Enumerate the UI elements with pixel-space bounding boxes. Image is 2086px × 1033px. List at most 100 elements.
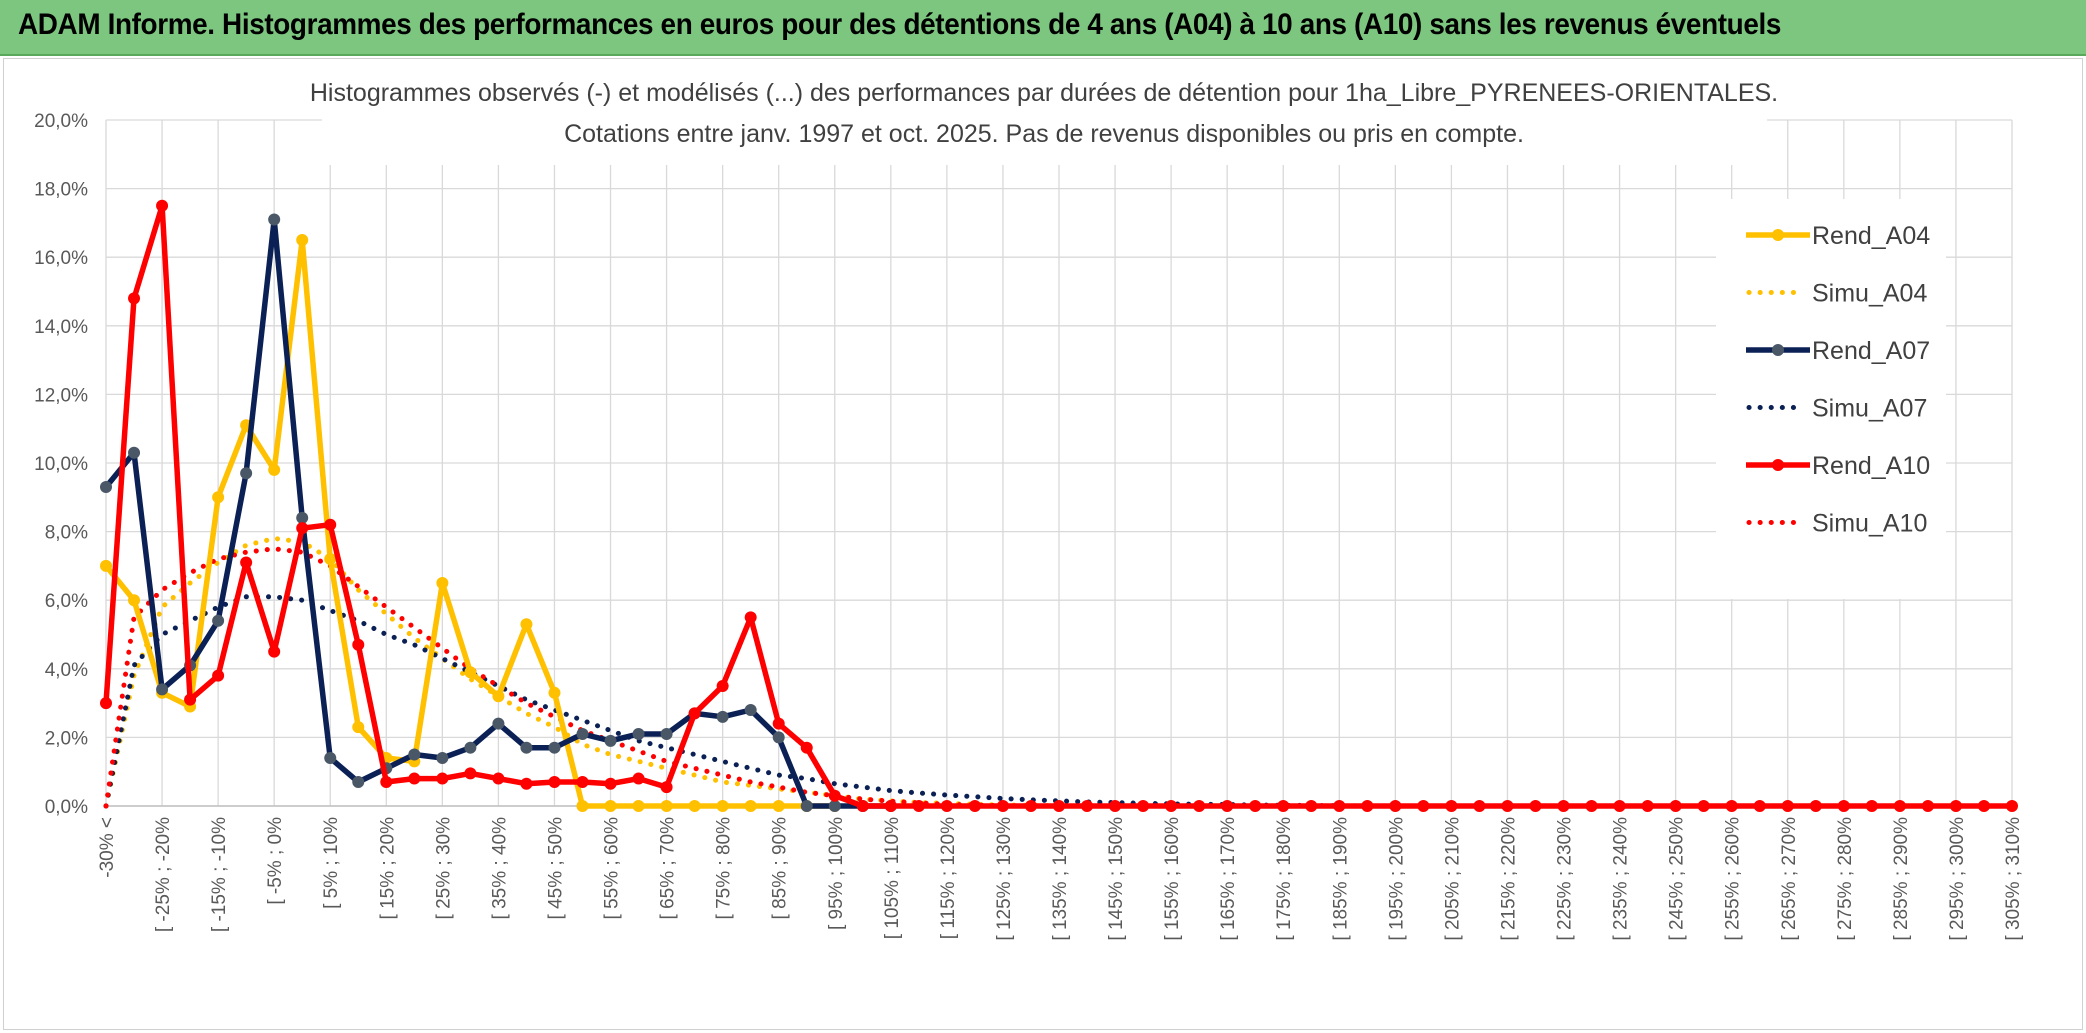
data-point bbox=[520, 741, 533, 754]
data-point bbox=[324, 751, 337, 764]
data-point bbox=[296, 234, 309, 247]
x-tick-label: [ 65% ; 70% bbox=[658, 817, 679, 920]
data-point bbox=[1221, 800, 1234, 812]
data-point bbox=[352, 638, 365, 651]
data-point bbox=[1585, 800, 1598, 812]
data-point bbox=[828, 800, 841, 812]
x-tick-label: [ 95% ; 100% bbox=[826, 817, 847, 930]
x-tick-label: [ 145% ; 150% bbox=[1106, 817, 1127, 941]
x-tick-label: [ 25% ; 30% bbox=[433, 817, 454, 920]
data-point bbox=[1473, 800, 1486, 812]
chart-title: Histogrammes observés (-) et modélisés (… bbox=[310, 79, 1778, 107]
data-point bbox=[100, 559, 112, 572]
data-point bbox=[436, 577, 449, 590]
x-tick-label: [ 265% ; 270% bbox=[1779, 817, 1800, 941]
data-point bbox=[352, 775, 365, 788]
series-Simu_A04 bbox=[103, 536, 1062, 809]
data-point bbox=[772, 717, 785, 730]
data-point bbox=[1865, 800, 1878, 812]
data-point bbox=[716, 800, 729, 812]
data-point bbox=[1557, 800, 1570, 812]
data-point bbox=[324, 518, 337, 531]
y-tick-label: 20,0% bbox=[34, 111, 88, 132]
data-point bbox=[660, 800, 673, 812]
series-Rend_A10 bbox=[100, 199, 2018, 812]
data-point bbox=[268, 463, 281, 476]
data-point bbox=[548, 686, 561, 699]
y-tick-label: 8,0% bbox=[45, 523, 88, 544]
x-tick-label: [ 275% ; 280% bbox=[1835, 817, 1856, 941]
x-tick-label: [ 5% ; 10% bbox=[321, 817, 342, 909]
data-point bbox=[744, 800, 757, 812]
x-tick-label: [ 45% ; 50% bbox=[545, 817, 566, 920]
data-point bbox=[520, 777, 533, 790]
chart-subtitle: Cotations entre janv. 1997 et oct. 2025.… bbox=[564, 120, 1524, 148]
data-point bbox=[576, 800, 589, 812]
data-point bbox=[1669, 800, 1682, 812]
x-tick-label: [ 85% ; 90% bbox=[770, 817, 791, 920]
data-point bbox=[128, 446, 141, 459]
data-point bbox=[1753, 800, 1766, 812]
y-tick-label: 12,0% bbox=[34, 385, 88, 406]
data-point bbox=[268, 213, 281, 226]
data-point bbox=[184, 693, 197, 706]
y-tick-label: 18,0% bbox=[34, 180, 88, 201]
data-point bbox=[1193, 800, 1206, 812]
series-Simu_A07 bbox=[103, 594, 1370, 809]
title-background bbox=[322, 61, 1767, 165]
data-point bbox=[128, 594, 141, 607]
data-point bbox=[212, 669, 225, 682]
series-Simu_A10 bbox=[103, 546, 1034, 809]
data-point bbox=[912, 800, 925, 812]
chart-frame: Histogrammes observés (-) et modélisés (… bbox=[3, 58, 2083, 1030]
x-tick-label: [ 225% ; 230% bbox=[1555, 817, 1576, 941]
x-tick-label: [ 245% ; 250% bbox=[1667, 817, 1688, 941]
x-tick-label: [ 115% ; 120% bbox=[938, 817, 959, 939]
data-point bbox=[1417, 800, 1430, 812]
data-point bbox=[436, 751, 449, 764]
data-point bbox=[884, 800, 897, 812]
data-point bbox=[604, 777, 617, 790]
x-tick-label: [ 125% ; 130% bbox=[994, 817, 1015, 941]
legend-marker bbox=[1772, 459, 1784, 471]
y-tick-label: 14,0% bbox=[34, 317, 88, 338]
data-point bbox=[800, 741, 813, 754]
data-point bbox=[1725, 800, 1738, 812]
data-point bbox=[1361, 800, 1374, 812]
data-point bbox=[1333, 800, 1346, 812]
x-tick-label: [ 75% ; 80% bbox=[714, 817, 735, 920]
x-axis-ticks: -30% < [ -25% ; -20% [ -15% ; -10% [ -5% ; … bbox=[97, 817, 2024, 941]
data-point bbox=[1389, 800, 1402, 812]
y-tick-label: 0,0% bbox=[45, 797, 88, 818]
data-point bbox=[576, 727, 589, 740]
data-point bbox=[1024, 800, 1037, 812]
data-point bbox=[1501, 800, 1514, 812]
chart-title-block: Histogrammes observés (-) et modélisés (… bbox=[310, 61, 1778, 165]
y-tick-label: 4,0% bbox=[45, 660, 88, 681]
legend-entry-Simu_A07: Simu_A07 bbox=[1746, 395, 1927, 423]
x-tick-label: [ 215% ; 220% bbox=[1498, 817, 1519, 941]
x-tick-label: [ 135% ; 140% bbox=[1050, 817, 1071, 941]
data-point bbox=[1305, 800, 1318, 812]
data-point bbox=[1529, 800, 1542, 812]
data-point bbox=[772, 800, 785, 812]
x-tick-label: [ 35% ; 40% bbox=[489, 817, 510, 920]
data-point bbox=[1837, 800, 1850, 812]
legend-marker bbox=[1772, 344, 1784, 356]
data-point bbox=[716, 710, 729, 723]
legend-label: Simu_A10 bbox=[1812, 510, 1927, 538]
data-point bbox=[800, 800, 813, 812]
x-tick-label: [ 175% ; 180% bbox=[1274, 817, 1295, 941]
data-point bbox=[1053, 800, 1065, 812]
data-point bbox=[632, 772, 645, 785]
x-tick-label: [ 295% ; 300% bbox=[1947, 817, 1968, 941]
data-point bbox=[772, 731, 785, 744]
data-point bbox=[744, 611, 757, 624]
legend-background bbox=[1716, 199, 1946, 599]
data-point bbox=[996, 800, 1009, 812]
data-point bbox=[1249, 800, 1262, 812]
data-point bbox=[1697, 800, 1710, 812]
data-point bbox=[492, 690, 505, 703]
data-point bbox=[408, 772, 421, 785]
y-tick-label: 6,0% bbox=[45, 591, 88, 612]
